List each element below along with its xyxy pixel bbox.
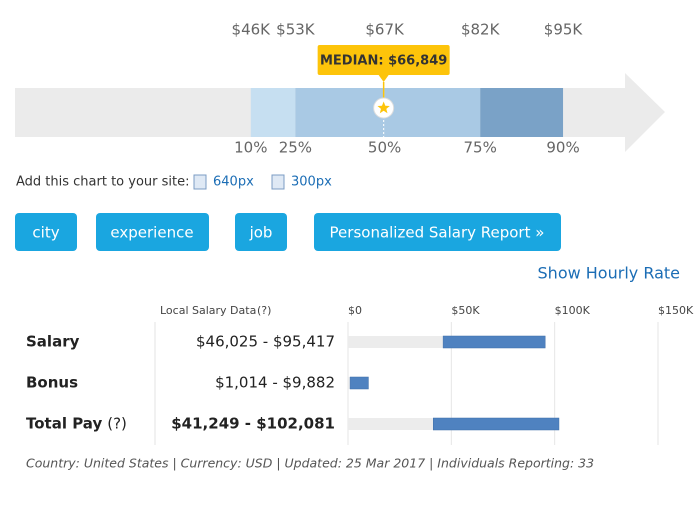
percentile-band [480, 88, 564, 137]
median-tooltip [317, 45, 450, 75]
button-label[interactable]: city [32, 224, 59, 242]
help-link[interactable]: (?) [257, 304, 271, 317]
percentile-label: 50% [368, 139, 401, 157]
percentile-label: 90% [546, 139, 579, 157]
range-bar [349, 376, 369, 390]
button[interactable]: city [15, 213, 77, 251]
median-star [377, 101, 390, 114]
range-track [348, 377, 351, 389]
row-label: Total Pay [26, 415, 102, 433]
embed-icon [271, 174, 285, 190]
button[interactable]: job [235, 213, 287, 251]
embed-icon [193, 174, 207, 190]
x-tick-label: $150K [658, 304, 694, 317]
button-label[interactable]: Personalized Salary Report » [330, 224, 545, 242]
row-label: Salary [26, 333, 80, 351]
button-label[interactable]: job [249, 224, 273, 242]
salary-tick-label: $82K [461, 21, 501, 39]
median-label: MEDIAN: $66,849 [320, 54, 447, 69]
help-link[interactable]: (?) [107, 415, 127, 433]
button[interactable]: Personalized Salary Report » [314, 213, 561, 251]
percentile-band [295, 88, 385, 137]
table-header: Local Salary Data [160, 304, 256, 317]
range-track [348, 418, 434, 430]
x-tick-label: $50K [451, 304, 480, 317]
range-label: $41,249 - $102,081 [171, 415, 335, 433]
percentile-label: 25% [279, 139, 312, 157]
range-bar [432, 417, 560, 431]
range-track [348, 336, 444, 348]
embed-link[interactable]: 300px [291, 175, 332, 190]
hourly-link[interactable]: Show Hourly Rate [538, 264, 680, 283]
x-tick-label: $100K [555, 304, 591, 317]
percentile-label: 10% [234, 139, 267, 157]
embed-link[interactable]: 640px [213, 175, 254, 190]
percentile-label: 75% [464, 139, 497, 157]
salary-tick-label: $95K [544, 21, 584, 39]
percentile-band [250, 88, 296, 137]
median-pointer [378, 75, 389, 82]
button-label[interactable]: experience [110, 224, 193, 242]
range-label: $46,025 - $95,417 [196, 333, 335, 351]
button[interactable]: experience [96, 213, 209, 251]
percentile-band [384, 88, 481, 137]
x-tick-label: $0 [348, 304, 362, 317]
salary-tick-label: $53K [276, 21, 316, 39]
row-label: Bonus [26, 374, 78, 392]
footer: Country: United States | Currency: USD |… [26, 456, 594, 471]
embed-label: Add this chart to your site: [16, 175, 190, 190]
range-label: $1,014 - $9,882 [215, 374, 335, 392]
salary-tick-label: $67K [365, 21, 405, 39]
range-bar [442, 335, 546, 349]
salary-tick-label: $46K [232, 21, 272, 39]
